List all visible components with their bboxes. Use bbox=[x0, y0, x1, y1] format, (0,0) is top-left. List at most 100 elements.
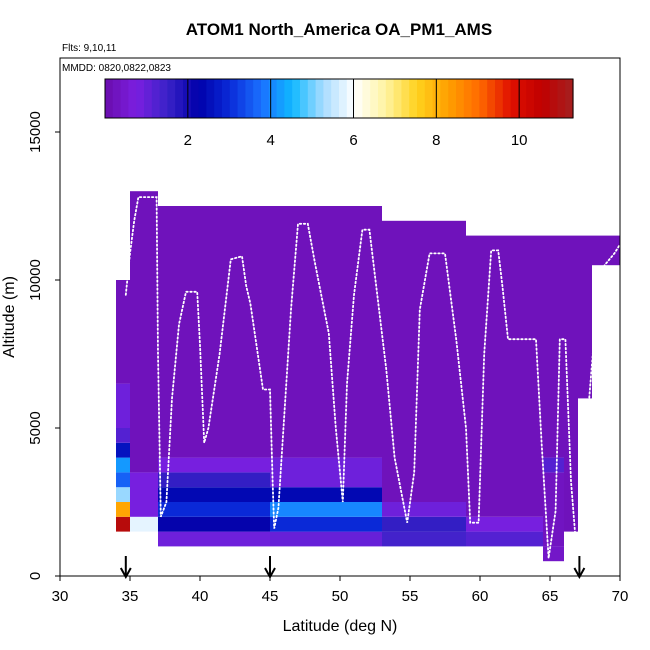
heatmap-cell bbox=[466, 235, 543, 517]
colorbar-segment bbox=[112, 79, 122, 118]
colorbar-segment bbox=[276, 79, 285, 118]
heatmap-cell bbox=[116, 428, 130, 443]
colorbar-segment bbox=[206, 79, 215, 118]
colorbar-segment bbox=[261, 79, 270, 118]
colorbar-tick-label: 10 bbox=[511, 132, 528, 149]
x-tick-label: 45 bbox=[262, 588, 279, 605]
heatmap-cell bbox=[382, 531, 466, 547]
heatmap-cell bbox=[543, 235, 564, 458]
heatmap-cell bbox=[578, 235, 592, 399]
colorbar-segment bbox=[440, 79, 449, 118]
colorbar-segment bbox=[518, 79, 527, 118]
heatmap-cells bbox=[116, 191, 620, 562]
x-tick-label: 55 bbox=[402, 588, 419, 605]
colorbar-segment bbox=[526, 79, 535, 118]
heatmap-cell bbox=[158, 516, 270, 532]
colorbar-segment bbox=[534, 79, 543, 118]
heatmap-cell bbox=[116, 442, 130, 458]
heatmap-cell bbox=[564, 235, 578, 532]
latitude-arrows bbox=[119, 556, 586, 580]
heatmap-cell bbox=[543, 472, 564, 547]
heatmap-cell bbox=[270, 487, 382, 502]
x-tick-label: 70 bbox=[612, 588, 629, 605]
x-tick-label: 60 bbox=[472, 588, 489, 605]
colorbar-segment bbox=[253, 79, 262, 118]
colorbar-segment bbox=[370, 79, 379, 118]
heatmap-cell bbox=[158, 487, 270, 502]
heatmap-cell bbox=[543, 546, 564, 562]
heatmap-cell bbox=[382, 516, 466, 532]
heatmap-cell bbox=[270, 531, 382, 547]
x-tick-label: 50 bbox=[332, 588, 349, 605]
colorbar-segment bbox=[120, 79, 129, 118]
colorbar-segment bbox=[417, 79, 426, 118]
heatmap-cell bbox=[130, 516, 158, 532]
colorbar-segment bbox=[354, 79, 363, 118]
colorbar-segment bbox=[144, 79, 153, 118]
colorbar-segment bbox=[448, 79, 457, 118]
heatmap-cell bbox=[116, 502, 130, 517]
heatmap-cell bbox=[116, 457, 130, 473]
heatmap-cell bbox=[158, 472, 270, 488]
x-axis-label: Latitude (deg N) bbox=[283, 618, 398, 635]
heatmap-cell bbox=[158, 502, 270, 517]
latitude-arrow-head bbox=[264, 567, 276, 580]
colorbar-segment bbox=[565, 79, 574, 118]
heatmap-cell bbox=[270, 206, 382, 458]
colorbar-segment bbox=[229, 79, 239, 118]
latitude-arrow-head bbox=[573, 567, 586, 580]
flight-track-line bbox=[124, 196, 621, 559]
colorbar-segment bbox=[409, 79, 418, 118]
heatmap-cell bbox=[130, 191, 158, 473]
heatmap-cell bbox=[543, 457, 564, 473]
flights-label: Flts: 9,10,11 bbox=[62, 43, 117, 54]
colorbar-segment bbox=[151, 79, 161, 118]
colorbar-segment bbox=[183, 79, 192, 118]
colorbar-tick-label: 6 bbox=[349, 132, 357, 149]
x-axis: 30 35 40 45 50 55 60 65 70 bbox=[52, 576, 629, 605]
colorbar-segment bbox=[268, 79, 278, 118]
colorbar-segment bbox=[541, 79, 551, 118]
heatmap-cell bbox=[158, 457, 270, 473]
colorbar-segment bbox=[401, 79, 410, 118]
colorbar-segment bbox=[549, 79, 558, 118]
colorbar-segment bbox=[222, 79, 231, 118]
heatmap-cell bbox=[116, 280, 130, 384]
colorbar-segment bbox=[284, 79, 293, 118]
x-tick-label: 30 bbox=[52, 588, 69, 605]
colorbar-segment bbox=[315, 79, 324, 118]
colorbar-segment bbox=[385, 79, 395, 118]
colorbar-segment bbox=[237, 79, 246, 118]
colorbar-segment bbox=[190, 79, 200, 118]
latitude-arrow-head bbox=[119, 567, 132, 580]
flight-track bbox=[124, 196, 621, 559]
colorbar-segment bbox=[159, 79, 168, 118]
colorbar-segment bbox=[136, 79, 145, 118]
heatmap-cell bbox=[466, 531, 543, 547]
colorbar: 2 4 6 8 10 bbox=[104, 78, 574, 149]
colorbar-tick-label: 2 bbox=[184, 132, 192, 149]
colorbar-segment bbox=[393, 79, 402, 118]
x-tick-label: 65 bbox=[542, 588, 559, 605]
heatmap-cell bbox=[466, 516, 543, 532]
colorbar-segment bbox=[346, 79, 356, 118]
y-axis: 0 5000 10000 15000 bbox=[27, 111, 60, 580]
colorbar-segment bbox=[292, 79, 301, 118]
colorbar-segment bbox=[479, 79, 488, 118]
x-tick-label: 40 bbox=[192, 588, 209, 605]
colorbar-segment bbox=[167, 79, 176, 118]
heatmap-cell bbox=[158, 206, 270, 458]
y-tick-label: 5000 bbox=[27, 411, 44, 444]
colorbar-segment bbox=[471, 79, 480, 118]
colorbar-segment bbox=[323, 79, 332, 118]
colorbar-segment bbox=[557, 79, 566, 118]
y-tick-label: 0 bbox=[27, 572, 44, 580]
colorbar-segment bbox=[198, 79, 207, 118]
heatmap-cell bbox=[382, 220, 466, 503]
y-tick-label: 10000 bbox=[27, 259, 44, 301]
heatmap-cell bbox=[270, 457, 382, 488]
colorbar-segment bbox=[105, 79, 114, 118]
colorbar-segment bbox=[378, 79, 387, 118]
colorbar-tick-label: 4 bbox=[266, 132, 274, 149]
